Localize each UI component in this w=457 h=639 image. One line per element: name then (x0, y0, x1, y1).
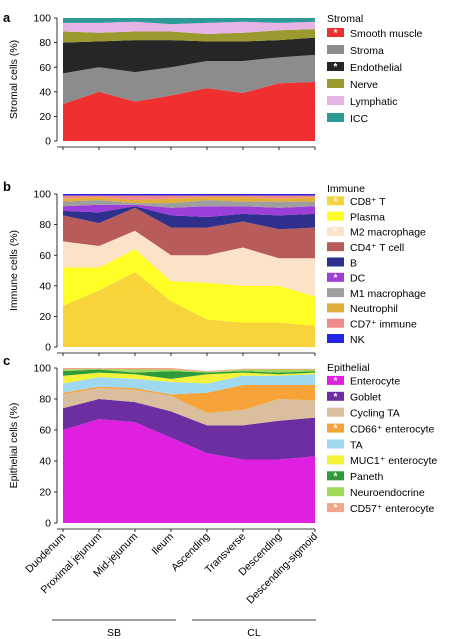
legend-swatch (327, 96, 344, 105)
legend-swatch (327, 288, 344, 297)
group-label-cl: CL (247, 627, 261, 639)
legend-title: Stromal (327, 13, 363, 25)
legend-c: Epithelial * Enterocyte * Goblet Cycling TA * C… (327, 362, 437, 515)
y-tick-label: 60 (39, 425, 51, 437)
y-tick-label: 100 (33, 363, 51, 375)
legend-label: Enterocyte (350, 376, 400, 388)
legend-marker: * (334, 273, 338, 284)
panel-letter: c (3, 353, 10, 368)
legend-label: MUC1⁺ enterocyte (350, 455, 437, 467)
legend-label: Paneth (350, 471, 383, 483)
legend-label: ICC (350, 113, 369, 125)
legend-label: CD7⁺ immune (350, 319, 417, 331)
legend-label: NK (350, 334, 365, 346)
y-tick-label: 20 (39, 487, 51, 499)
y-tick-label: 40 (39, 456, 51, 468)
y-axis-title: Stromal cells (%) (8, 40, 20, 119)
x-category-label: Descending-sigmoid (244, 531, 320, 607)
legend-label: Neuroendocrine (350, 487, 425, 499)
legend-swatch (327, 319, 344, 328)
legend-label: Nerve (350, 79, 378, 91)
legend-swatch (327, 212, 344, 221)
panel-a: 0 20 40 60 80 100 Stromal cells (%) a Stromal * Sm… (3, 10, 423, 150)
legend-label: Neutrophil (350, 303, 398, 315)
legend-label: Goblet (350, 392, 381, 404)
panel-letter: b (3, 179, 11, 194)
legend-marker: * (334, 196, 338, 207)
legend-swatch (327, 408, 344, 417)
y-tick-label: 20 (39, 311, 51, 323)
legend-marker: * (334, 503, 338, 514)
legend-swatch (327, 487, 344, 496)
area-nk (63, 194, 315, 196)
legend-title: Epithelial (327, 362, 370, 374)
y-tick-label: 100 (33, 13, 51, 25)
y-tick-label: 80 (39, 37, 51, 49)
legend-label: Plasma (350, 211, 385, 223)
legend-swatch (327, 303, 344, 312)
y-tick-label: 0 (45, 136, 51, 148)
legend-swatch (327, 113, 344, 122)
y-tick-label: 80 (39, 219, 51, 231)
legend-marker: * (334, 392, 338, 403)
legend-swatch (327, 440, 344, 449)
legend-label: M1 macrophage (350, 288, 426, 300)
legend-label: M2 macrophage (350, 227, 426, 239)
y-tick-label: 60 (39, 250, 51, 262)
legend-marker: * (334, 62, 338, 73)
y-tick-label: 100 (33, 189, 51, 201)
legend-swatch (327, 455, 344, 464)
legend-label: DC (350, 273, 366, 285)
y-tick-label: 0 (45, 518, 51, 530)
y-tick-label: 60 (39, 62, 51, 74)
y-tick-label: 20 (39, 111, 51, 123)
legend-swatch (327, 79, 344, 88)
group-label-sb: SB (107, 627, 121, 639)
legend-label: Cycling TA (350, 408, 400, 420)
legend-label: Stroma (350, 45, 384, 57)
legend-marker: * (334, 227, 338, 238)
legend-label: Endothelial (350, 62, 402, 74)
legend-swatch (327, 45, 344, 54)
y-axis-title: Immune cells (%) (8, 230, 20, 311)
legend-marker: * (334, 376, 338, 387)
legend-swatch (327, 258, 344, 267)
y-tick-label: 0 (45, 342, 51, 354)
legend-title: Immune (327, 183, 365, 195)
legend-label: Smooth muscle (350, 28, 423, 40)
legend-swatch (327, 242, 344, 251)
legend-label: TA (350, 439, 363, 451)
y-tick-label: 40 (39, 280, 51, 292)
legend-label: CD57⁺ enterocyte (350, 503, 434, 515)
legend-label: CD4⁺ T cell (350, 242, 404, 254)
legend-swatch (327, 334, 344, 343)
y-axis-title: Epithelial cells (%) (8, 403, 20, 489)
x-category-label: Proximal jejunum (39, 530, 105, 596)
x-category-label: Ileum (149, 530, 176, 557)
y-tick-label: 80 (39, 394, 51, 406)
panel-letter: a (3, 10, 11, 25)
legend-label: CD66⁺ enterocyte (350, 423, 434, 435)
legend-marker: * (334, 424, 338, 435)
legend-label: CD8⁺ T (350, 196, 386, 208)
legend-marker: * (334, 28, 338, 39)
legend-label: B (350, 257, 357, 269)
legend-marker: * (334, 471, 338, 482)
legend-label: Lymphatic (350, 96, 397, 108)
legend-a: Stromal * Smooth muscle Stroma * Endothelial N… (327, 13, 423, 125)
y-tick-label: 40 (39, 86, 51, 98)
panel-c: 0 20 40 60 80 100 Epithelial cells (%) c Epithel… (3, 353, 437, 532)
